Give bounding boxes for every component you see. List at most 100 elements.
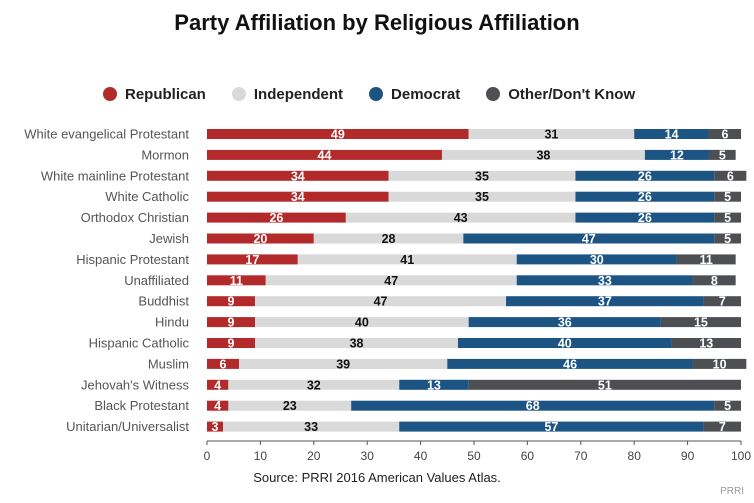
bar-democrat-jewish — [463, 233, 715, 244]
data-label-democrat-hispanic-catholic: 40 — [558, 337, 572, 351]
data-label-independent-hindu: 40 — [355, 316, 369, 330]
x-tick-label-0: 0 — [204, 449, 211, 463]
bar-democrat-black-protestant — [351, 400, 715, 411]
x-tick-label-50: 50 — [467, 449, 481, 463]
data-label-republican-orthodox-christian: 26 — [269, 211, 283, 225]
data-label-other-don-t-know-orthodox-christian: 5 — [724, 211, 731, 225]
bar-independent-hispanic-catholic — [255, 338, 458, 348]
data-label-other-don-t-know-white-evangelical-protestant: 6 — [722, 128, 729, 142]
data-label-other-don-t-know-hispanic-protestant: 11 — [700, 253, 713, 267]
data-label-other-don-t-know-mormon: 5 — [719, 148, 726, 162]
category-label-muslim: Muslim — [148, 356, 189, 371]
category-label-mormon: Mormon — [141, 147, 189, 162]
data-label-democrat-white-catholic: 26 — [638, 190, 652, 204]
stacked-bar-plot: White evangelical Protestant 49 31 14 6Mormo… — [24, 127, 751, 464]
data-label-democrat-jewish: 47 — [582, 232, 596, 246]
legend: Republican Independent Democrat Other/Do… — [103, 84, 661, 104]
bar-independent-buddhist — [255, 296, 507, 307]
data-label-independent-white-catholic: 35 — [475, 190, 489, 204]
bar-other-don-t-know-mormon — [708, 149, 736, 160]
data-label-independent-muslim: 39 — [336, 357, 350, 371]
legend-label-republican: Republican — [125, 85, 206, 103]
data-label-independent-mormon: 38 — [536, 148, 550, 162]
bar-independent-white-evangelical-protestant — [468, 129, 635, 139]
legend-label-independent: Independent — [253, 85, 344, 103]
bar-republican-white-catholic — [207, 191, 389, 202]
data-label-other-don-t-know-black-protestant: 5 — [724, 399, 731, 413]
data-label-republican-jehovah-s-witness: 4 — [214, 378, 221, 392]
category-label-unaffiliated: Unaffiliated — [124, 273, 189, 288]
data-label-other-don-t-know-hindu: 15 — [694, 316, 708, 330]
data-label-democrat-mormon: 12 — [670, 148, 684, 162]
chart-title: Party Affiliation by Religious Affiliati… — [174, 10, 580, 35]
data-label-democrat-buddhist: 37 — [598, 295, 612, 309]
data-label-democrat-black-protestant: 68 — [526, 399, 540, 413]
bar-republican-buddhist — [207, 296, 256, 307]
category-label-unitarian-universalist: Unitarian/Universalist — [66, 419, 189, 434]
bar-democrat-jehovah-s-witness — [399, 379, 469, 390]
bar-democrat-hindu — [468, 317, 661, 328]
x-tick-label-80: 80 — [628, 449, 642, 463]
data-label-other-don-t-know-white-catholic: 5 — [724, 190, 731, 204]
bar-other-don-t-know-hispanic-catholic — [671, 338, 741, 348]
data-label-independent-white-mainline-protestant: 35 — [475, 169, 489, 183]
data-label-republican-white-evangelical-protestant: 49 — [331, 128, 345, 142]
category-label-jewish: Jewish — [149, 231, 189, 246]
data-label-democrat-white-evangelical-protestant: 14 — [665, 128, 679, 142]
bar-democrat-muslim — [447, 358, 693, 369]
data-label-other-don-t-know-unitarian-universalist: 7 — [719, 420, 726, 434]
bar-other-don-t-know-hispanic-protestant — [676, 254, 736, 265]
bar-other-don-t-know-unaffiliated — [692, 275, 736, 286]
data-label-independent-black-protestant: 23 — [283, 399, 297, 413]
data-label-other-don-t-know-muslim: 10 — [713, 357, 727, 371]
bar-other-don-t-know-black-protestant — [714, 400, 741, 411]
legend-label-other: Other/Don't Know — [508, 85, 636, 103]
bar-independent-black-protestant — [228, 400, 352, 411]
x-tick-label-70: 70 — [574, 449, 588, 463]
bar-democrat-buddhist — [506, 296, 704, 307]
bar-republican-jewish — [207, 233, 314, 244]
data-label-democrat-white-mainline-protestant: 26 — [638, 169, 652, 183]
data-label-democrat-hindu: 36 — [558, 316, 572, 330]
bar-independent-orthodox-christian — [345, 212, 576, 223]
bar-republican-white-evangelical-protestant — [207, 129, 469, 139]
bar-other-don-t-know-hindu — [660, 317, 741, 328]
data-label-republican-jewish: 20 — [253, 232, 267, 246]
data-label-republican-hindu: 9 — [228, 316, 235, 330]
data-label-democrat-orthodox-christian: 26 — [638, 211, 652, 225]
data-label-republican-black-protestant: 4 — [214, 399, 221, 413]
x-tick-label-30: 30 — [361, 449, 375, 463]
legend-item-republican: Republican — [103, 86, 206, 103]
data-label-democrat-unaffiliated: 33 — [598, 274, 612, 288]
category-label-white-mainline-protestant: White mainline Protestant — [41, 168, 190, 183]
category-label-black-protestant: Black Protestant — [94, 398, 189, 413]
data-label-republican-hispanic-protestant: 17 — [245, 253, 259, 267]
bar-republican-white-mainline-protestant — [207, 170, 389, 181]
bar-independent-hindu — [255, 317, 469, 328]
data-label-other-don-t-know-buddhist: 7 — [719, 295, 726, 309]
bar-independent-white-mainline-protestant — [388, 170, 576, 181]
legend-item-independent: Independent — [231, 85, 344, 103]
bar-republican-hispanic-protestant — [207, 254, 298, 265]
bar-republican-jehovah-s-witness — [207, 379, 229, 390]
legend-swatch-independent — [231, 87, 246, 101]
data-label-other-don-t-know-white-mainline-protestant: 6 — [727, 169, 734, 183]
bar-republican-muslim — [207, 358, 240, 369]
bar-republican-hindu — [207, 317, 256, 328]
data-label-other-don-t-know-unaffiliated: 8 — [711, 274, 718, 288]
x-tick-label-60: 60 — [521, 449, 535, 463]
data-label-independent-hispanic-catholic: 38 — [350, 337, 364, 351]
data-label-independent-orthodox-christian: 43 — [454, 211, 468, 225]
data-label-independent-unitarian-universalist: 33 — [304, 420, 318, 434]
x-tick-label-100: 100 — [731, 449, 751, 463]
legend-swatch-republican — [103, 87, 117, 101]
bar-democrat-hispanic-catholic — [457, 338, 672, 348]
bar-republican-black-protestant — [207, 400, 229, 411]
bar-independent-jehovah-s-witness — [228, 379, 400, 390]
data-label-republican-muslim: 6 — [220, 357, 227, 371]
bar-independent-hispanic-protestant — [297, 254, 517, 265]
bar-democrat-white-catholic — [575, 191, 715, 202]
data-label-independent-white-evangelical-protestant: 31 — [544, 128, 558, 142]
x-tick-label-90: 90 — [681, 449, 695, 463]
data-label-independent-unaffiliated: 47 — [384, 274, 398, 288]
